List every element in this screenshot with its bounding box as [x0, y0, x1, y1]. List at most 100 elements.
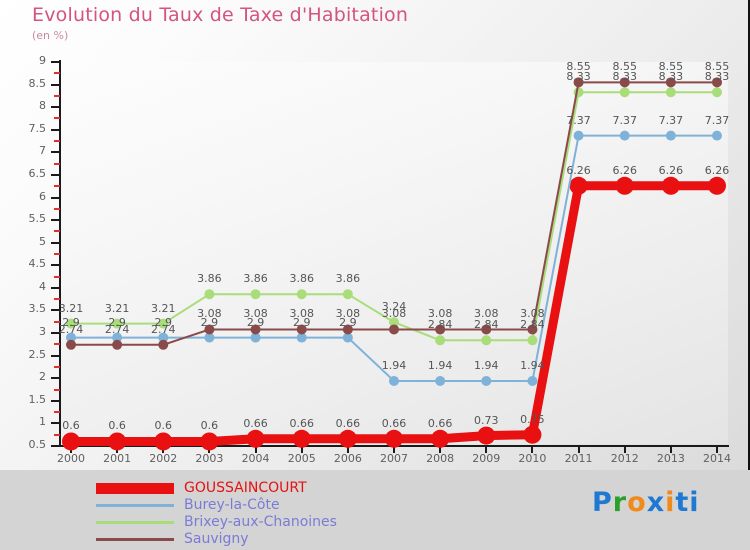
data-point-label: 3.08	[197, 307, 222, 321]
legend-item[interactable]: GOUSSAINCOURT	[96, 480, 426, 498]
data-point-label: 0.6	[108, 419, 126, 433]
data-point-label: 0.6	[154, 419, 173, 433]
data-point-label: 1.94	[381, 358, 407, 372]
x-tick-label: 2001	[103, 452, 132, 465]
data-point-label: 2.74	[151, 322, 176, 336]
data-point-label: 6.26	[566, 163, 591, 177]
proxiti-logo: Proxiti	[592, 487, 700, 518]
legend-swatch	[96, 538, 174, 541]
legend-item[interactable]: Brixey-aux-Chanoines	[96, 514, 426, 532]
data-point-label: 3.86	[335, 272, 361, 286]
x-tick-label: 2009	[472, 452, 501, 465]
data-point-label: 8.55	[566, 60, 591, 74]
y-minor-tick	[54, 365, 60, 368]
data-point-label: 3.08	[335, 307, 361, 321]
data-point-label: 3.86	[197, 272, 222, 286]
data-point-label: 2.74	[58, 322, 84, 336]
x-tick-label: 2003	[195, 452, 224, 465]
data-point-label: 2.9	[154, 315, 173, 329]
data-point-label: 2.9	[339, 315, 357, 329]
logo-letter: t	[675, 487, 690, 518]
x-tick	[485, 445, 488, 453]
y-minor-tick	[54, 94, 60, 97]
y-tick	[51, 309, 60, 312]
x-tick	[623, 445, 626, 453]
data-point-label: 6.26	[612, 163, 637, 177]
data-point-label: 3.24	[381, 300, 407, 314]
y-tick	[51, 83, 60, 86]
y-tick-label: 5	[39, 234, 46, 248]
chart-unit-subtitle: (en %)	[32, 29, 69, 42]
data-point-label: 0.66	[335, 416, 361, 430]
y-minor-tick	[54, 207, 60, 210]
x-tick-label: 2013	[656, 452, 685, 465]
y-minor-tick	[54, 388, 60, 391]
data-point-label: 3.08	[520, 307, 545, 321]
y-tick	[51, 332, 60, 335]
data-point-label: 1.94	[520, 358, 545, 372]
data-point-label: 1.94	[474, 358, 499, 372]
data-point-label: 2.9	[246, 315, 265, 329]
x-tick-label: 2008	[426, 452, 455, 465]
y-tick	[51, 219, 60, 222]
x-tick	[439, 445, 442, 453]
data-point-label: 2.84	[427, 318, 453, 332]
y-minor-tick	[54, 320, 60, 323]
legend-label: Sauvigny	[184, 531, 249, 547]
x-tick	[300, 445, 303, 453]
data-point-label: 3.86	[243, 272, 268, 286]
y-tick-label: 8.5	[28, 76, 47, 90]
x-tick-label: 2014	[703, 452, 731, 465]
y-tick-label: 1	[39, 415, 46, 429]
data-point-label: 2.74	[104, 322, 130, 336]
y-tick-label: 9	[39, 54, 46, 67]
x-tick-label: 2004	[241, 452, 270, 465]
data-point-label: 1.94	[427, 358, 453, 372]
logo-letter: i	[665, 487, 676, 518]
x-tick-label: 2007	[380, 452, 408, 465]
y-tick-label: 6.5	[28, 166, 47, 180]
x-tick-label: 2012	[610, 452, 639, 465]
x-tick	[531, 445, 534, 453]
x-tick	[669, 445, 672, 453]
legend-item[interactable]: Sauvigny	[96, 531, 426, 549]
y-minor-tick	[54, 298, 60, 301]
y-tick	[51, 128, 60, 131]
data-point-label: 2.9	[200, 315, 219, 329]
legend-swatch	[96, 483, 174, 494]
x-tick	[346, 445, 349, 453]
data-point-label: 8.33	[704, 70, 730, 84]
legend-item[interactable]: Burey-la-Côte	[96, 497, 426, 515]
y-tick	[51, 61, 60, 63]
data-point-label: 8.55	[704, 60, 730, 74]
data-point-label: 7.37	[704, 113, 730, 127]
data-point-label: 3.08	[289, 307, 314, 321]
y-minor-tick	[54, 253, 60, 255]
y-tick	[51, 399, 60, 402]
legend-swatch	[96, 504, 174, 507]
y-tick	[51, 445, 60, 447]
y-tick-label: 4.5	[28, 257, 47, 271]
legend-label: GOUSSAINCOURT	[184, 480, 307, 496]
y-tick	[51, 377, 60, 380]
data-point-label: 2.9	[292, 315, 311, 329]
x-tick-label: 2010	[518, 452, 547, 465]
data-point-label: 2.84	[520, 318, 545, 332]
y-minor-tick	[54, 275, 60, 278]
legend: GOUSSAINCOURT Burey-la-Côte Brixey-aux-Cha…	[96, 480, 426, 549]
y-tick	[51, 286, 60, 289]
y-minor-tick	[54, 343, 60, 346]
y-tick	[51, 106, 60, 109]
data-point-label: 7.37	[612, 113, 637, 127]
x-tick-label: 2006	[333, 452, 362, 465]
y-minor-tick	[54, 117, 60, 120]
y-tick	[51, 354, 60, 357]
data-point-label: 3.08	[243, 307, 268, 321]
y-tick-label: 1.5	[28, 392, 47, 406]
y-tick	[51, 196, 60, 199]
y-minor-tick	[54, 162, 60, 165]
logo-letter: o	[627, 487, 647, 518]
data-point-label: 2.84	[474, 318, 499, 332]
data-point-label: 8.33	[566, 70, 591, 84]
y-tick	[51, 151, 60, 154]
